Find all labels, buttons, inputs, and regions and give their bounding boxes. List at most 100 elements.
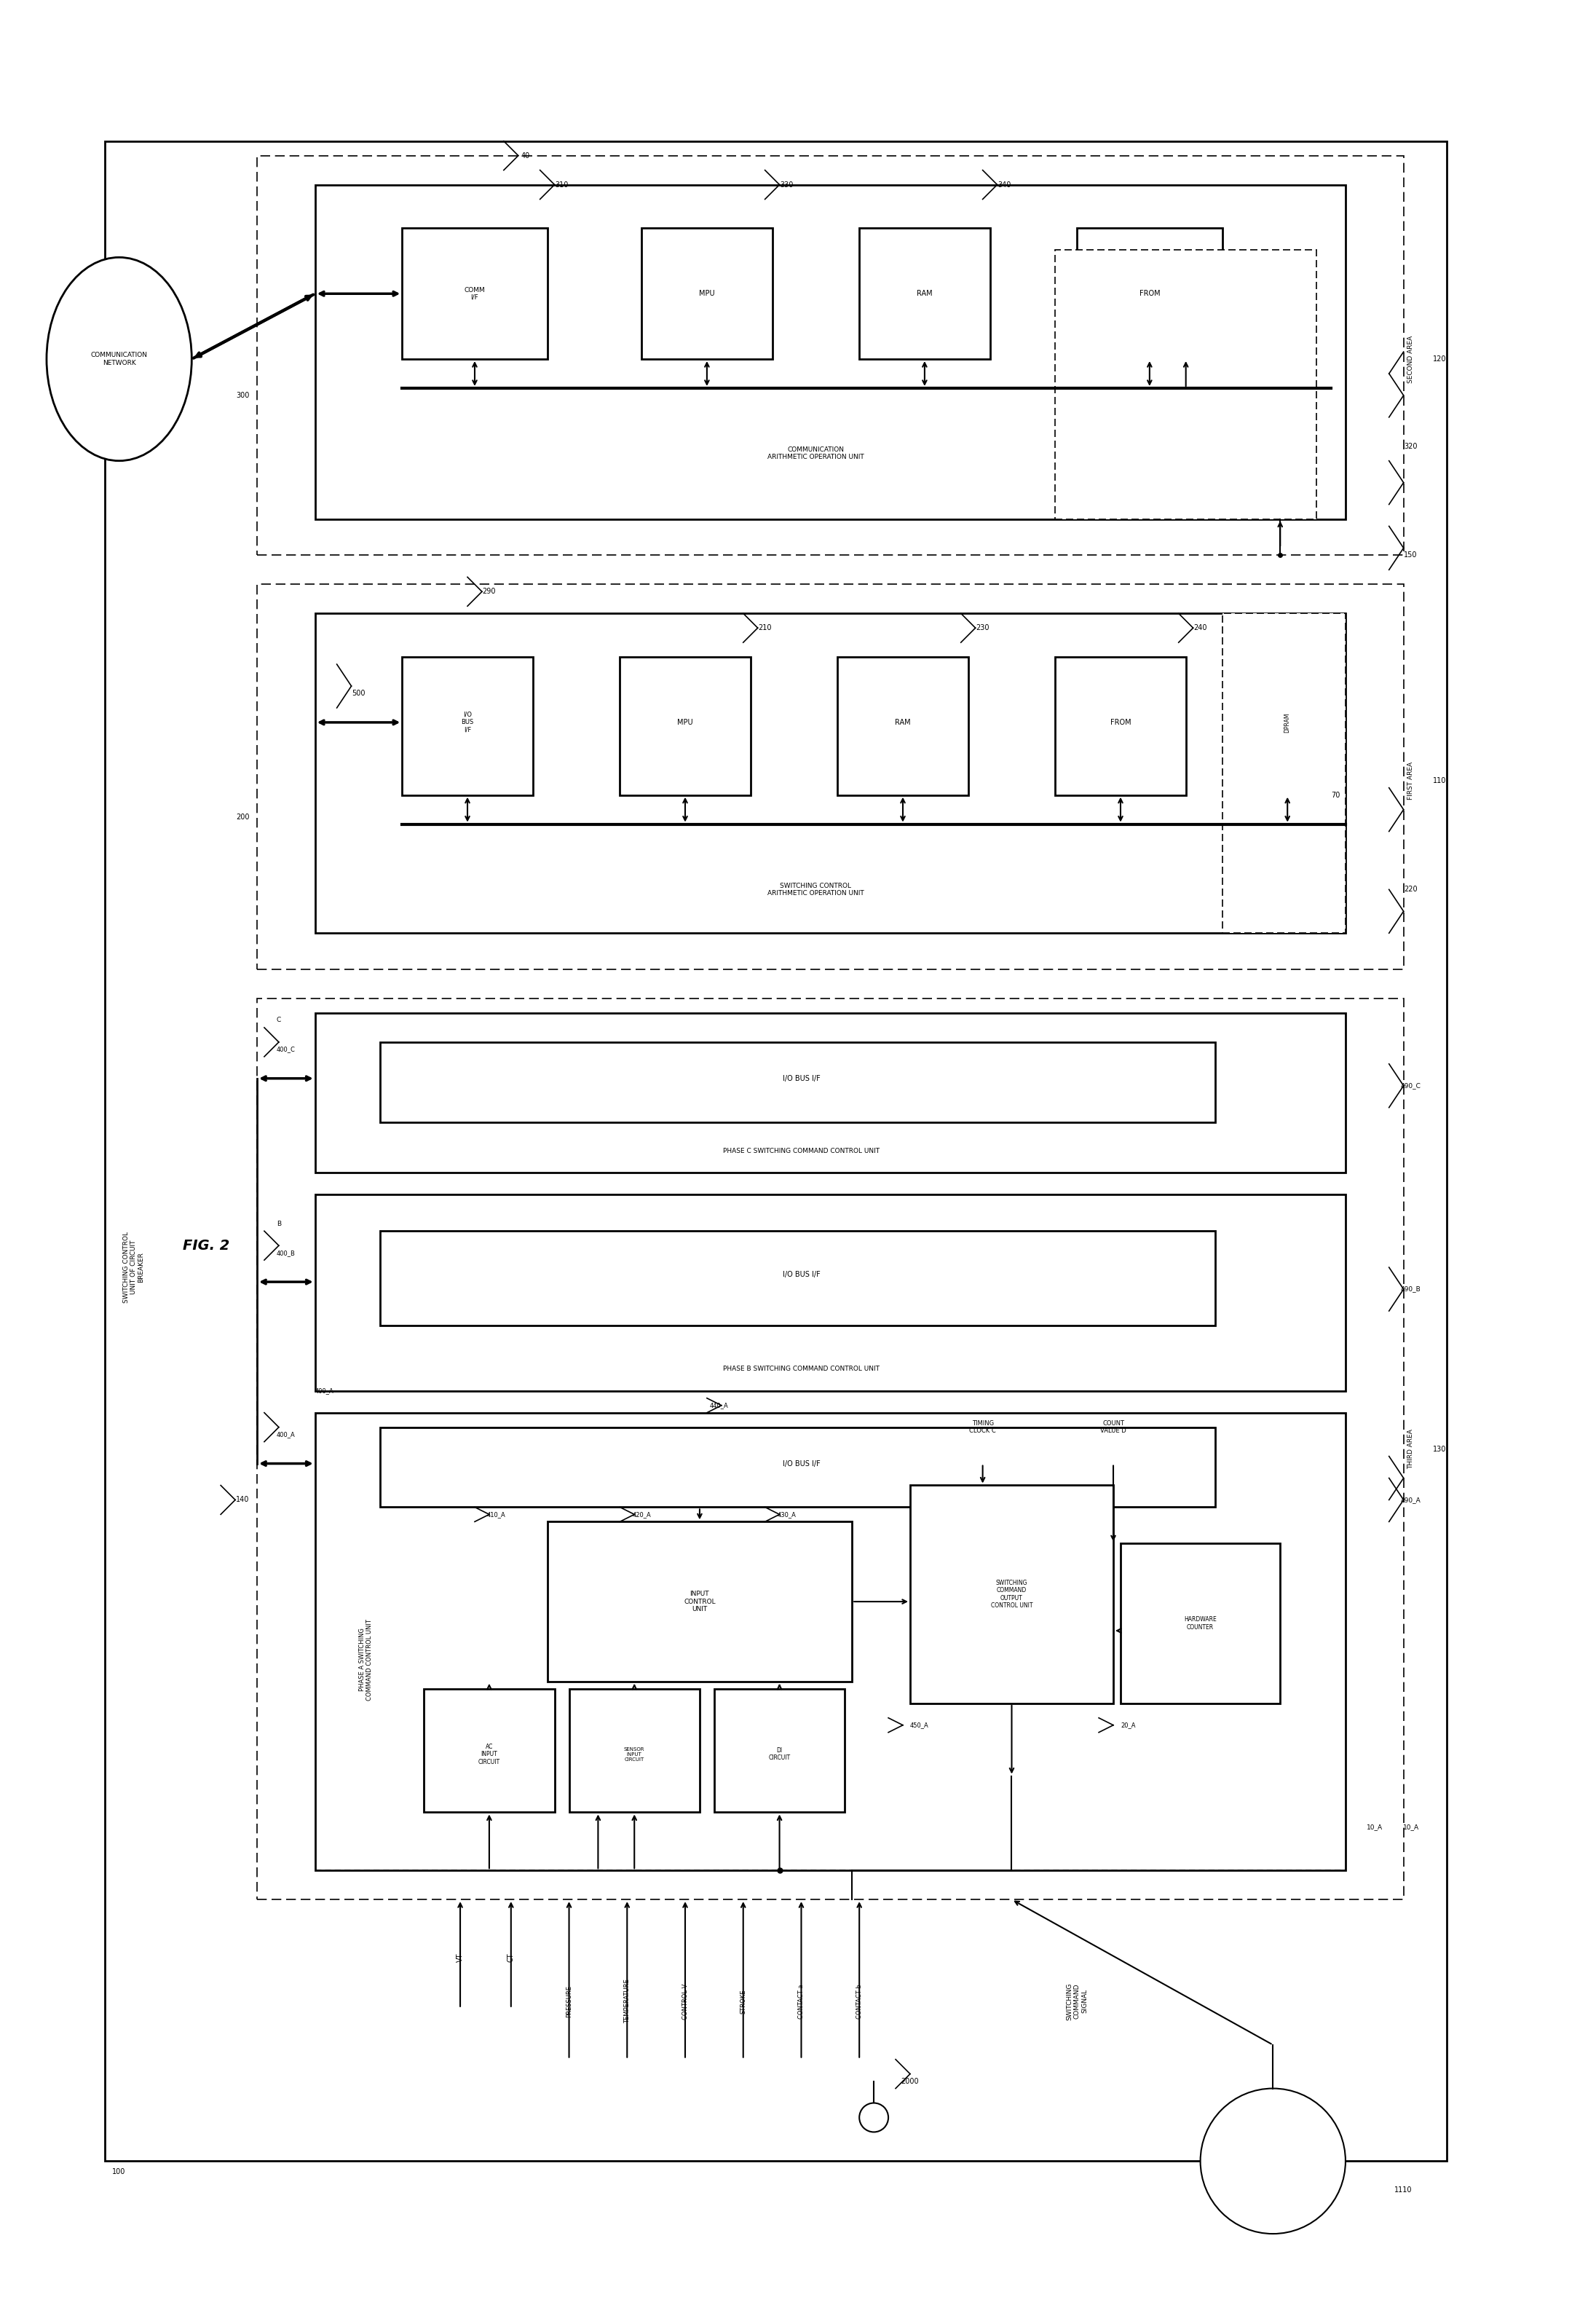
Text: I/O
BUS
I/F: I/O BUS I/F [461,711,473,734]
Bar [1056,658,1186,795]
Text: 330: 330 [780,181,794,188]
Bar [314,1013,1345,1174]
Bar [314,184,1345,518]
Bar [257,999,1404,1899]
Text: COUNT
VALUE D: COUNT VALUE D [1100,1420,1126,1434]
Text: 490_C: 490_C [1401,1083,1421,1090]
Text: 320: 320 [1404,442,1418,451]
Text: 440_A: 440_A [710,1401,729,1408]
Text: 150: 150 [1404,551,1418,558]
Text: 430_A: 430_A [777,1511,796,1518]
Text: SENSOR
INPUT
CIRCUIT: SENSOR INPUT CIRCUIT [624,1748,645,1762]
Bar [1077,228,1223,360]
Bar [257,583,1404,969]
Text: VT: VT [457,1952,464,1961]
Text: 500: 500 [353,690,365,697]
Bar [619,658,751,795]
Text: 420_A: 420_A [632,1511,651,1518]
Text: 410_A: 410_A [488,1511,507,1518]
Text: 290: 290 [483,588,495,595]
Text: CT: CT [507,1952,515,1961]
Bar [257,156,1404,555]
Text: 220: 220 [1404,885,1418,892]
Text: 1110: 1110 [1394,2187,1412,2194]
Bar [314,1413,1345,1871]
Bar [402,228,548,360]
Text: I/O BUS I/F: I/O BUS I/F [783,1459,819,1466]
Bar [381,1427,1215,1508]
Text: HARDWARE
COUNTER: HARDWARE COUNTER [1185,1615,1216,1631]
Text: SWITCHING
COMMAND
SIGNAL: SWITCHING COMMAND SIGNAL [1066,1982,1088,2020]
Text: COMMUNICATION
ARITHMETIC OPERATION UNIT: COMMUNICATION ARITHMETIC OPERATION UNIT [767,446,864,460]
Text: TEMPERATURE: TEMPERATURE [624,1980,630,2024]
Text: 40: 40 [521,151,530,160]
Text: DI
CIRCUIT: DI CIRCUIT [769,1748,791,1762]
Ellipse shape [46,258,192,460]
Bar [381,1232,1215,1325]
Text: 10_A: 10_A [1402,1824,1418,1829]
Bar [424,1690,554,1813]
Text: 200: 200 [235,813,249,820]
Text: DPRAM: DPRAM [1285,713,1291,732]
Bar [105,142,1447,2161]
Text: I/O BUS I/F: I/O BUS I/F [783,1074,819,1083]
Text: 450_A: 450_A [910,1722,929,1729]
Text: FIG. 2: FIG. 2 [183,1239,230,1253]
Text: INPUT
CONTROL
UNIT: INPUT CONTROL UNIT [684,1590,716,1613]
Text: FROM: FROM [1139,290,1159,297]
Text: PHASE B SWITCHING COMMAND CONTROL UNIT: PHASE B SWITCHING COMMAND CONTROL UNIT [723,1367,880,1373]
Bar [569,1690,700,1813]
Bar [314,614,1345,934]
Bar [715,1690,845,1813]
Bar [381,1041,1215,1122]
Bar [1121,1543,1280,1703]
Bar [1223,614,1345,934]
Text: COMM
I/F: COMM I/F [464,286,486,300]
Text: 300: 300 [235,393,249,400]
Circle shape [1201,2089,1345,2233]
Text: 490_A: 490_A [1401,1497,1421,1504]
Text: FIRST AREA: FIRST AREA [1407,762,1413,799]
Text: SWITCHING CONTROL
UNIT OF CIRCUIT
BREAKER: SWITCHING CONTROL UNIT OF CIRCUIT BREAKE… [122,1232,145,1304]
Bar [837,658,969,795]
Text: SWITCHING CONTROL
ARITHMETIC OPERATION UNIT: SWITCHING CONTROL ARITHMETIC OPERATION U… [767,883,864,897]
Text: PRESSURE: PRESSURE [565,1985,572,2017]
Text: 340: 340 [997,181,1012,188]
Text: 100: 100 [113,2168,125,2175]
Text: PHASE C SWITCHING COMMAND CONTROL UNIT: PHASE C SWITCHING COMMAND CONTROL UNIT [723,1148,880,1155]
Circle shape [859,2103,888,2131]
Bar [910,1485,1113,1703]
Text: 110: 110 [1432,776,1447,783]
Text: 10_A: 10_A [1366,1824,1383,1829]
Text: B: B [276,1220,281,1227]
Text: 130: 130 [1432,1446,1447,1452]
Bar [548,1522,853,1683]
Text: CONTACT a: CONTACT a [799,1985,805,2020]
Text: 70: 70 [1331,792,1340,799]
Text: 20_A: 20_A [1121,1722,1135,1729]
Text: CONTROL V: CONTROL V [681,1982,689,2020]
Bar [642,228,772,360]
Text: TIMING
CLOCK C: TIMING CLOCK C [969,1420,996,1434]
Text: 140: 140 [235,1497,249,1504]
Text: PHASE A SWITCHING
COMMAND CONTROL UNIT: PHASE A SWITCHING COMMAND CONTROL UNIT [359,1620,373,1701]
Text: 400_A: 400_A [276,1432,295,1439]
Text: CONTACT b: CONTACT b [856,1985,862,2020]
Text: 490_B: 490_B [1401,1285,1421,1292]
Text: 400_B: 400_B [276,1250,295,1255]
Text: 310: 310 [556,181,569,188]
Text: THIRD AREA: THIRD AREA [1407,1429,1413,1469]
Text: COMMUNICATION
NETWORK: COMMUNICATION NETWORK [91,351,148,367]
Bar [859,228,989,360]
Text: 230: 230 [977,625,989,632]
Text: 210: 210 [757,625,772,632]
Text: AC
INPUT
CIRCUIT: AC INPUT CIRCUIT [478,1743,500,1764]
Text: RAM: RAM [896,718,912,725]
Text: FROM: FROM [1110,718,1131,725]
Text: 2000: 2000 [900,2078,919,2085]
Text: RAM: RAM [916,290,932,297]
Text: SECOND AREA: SECOND AREA [1407,335,1413,383]
Text: MPU: MPU [676,718,692,725]
Text: I/O BUS I/F: I/O BUS I/F [783,1271,819,1278]
Text: C: C [276,1018,281,1023]
